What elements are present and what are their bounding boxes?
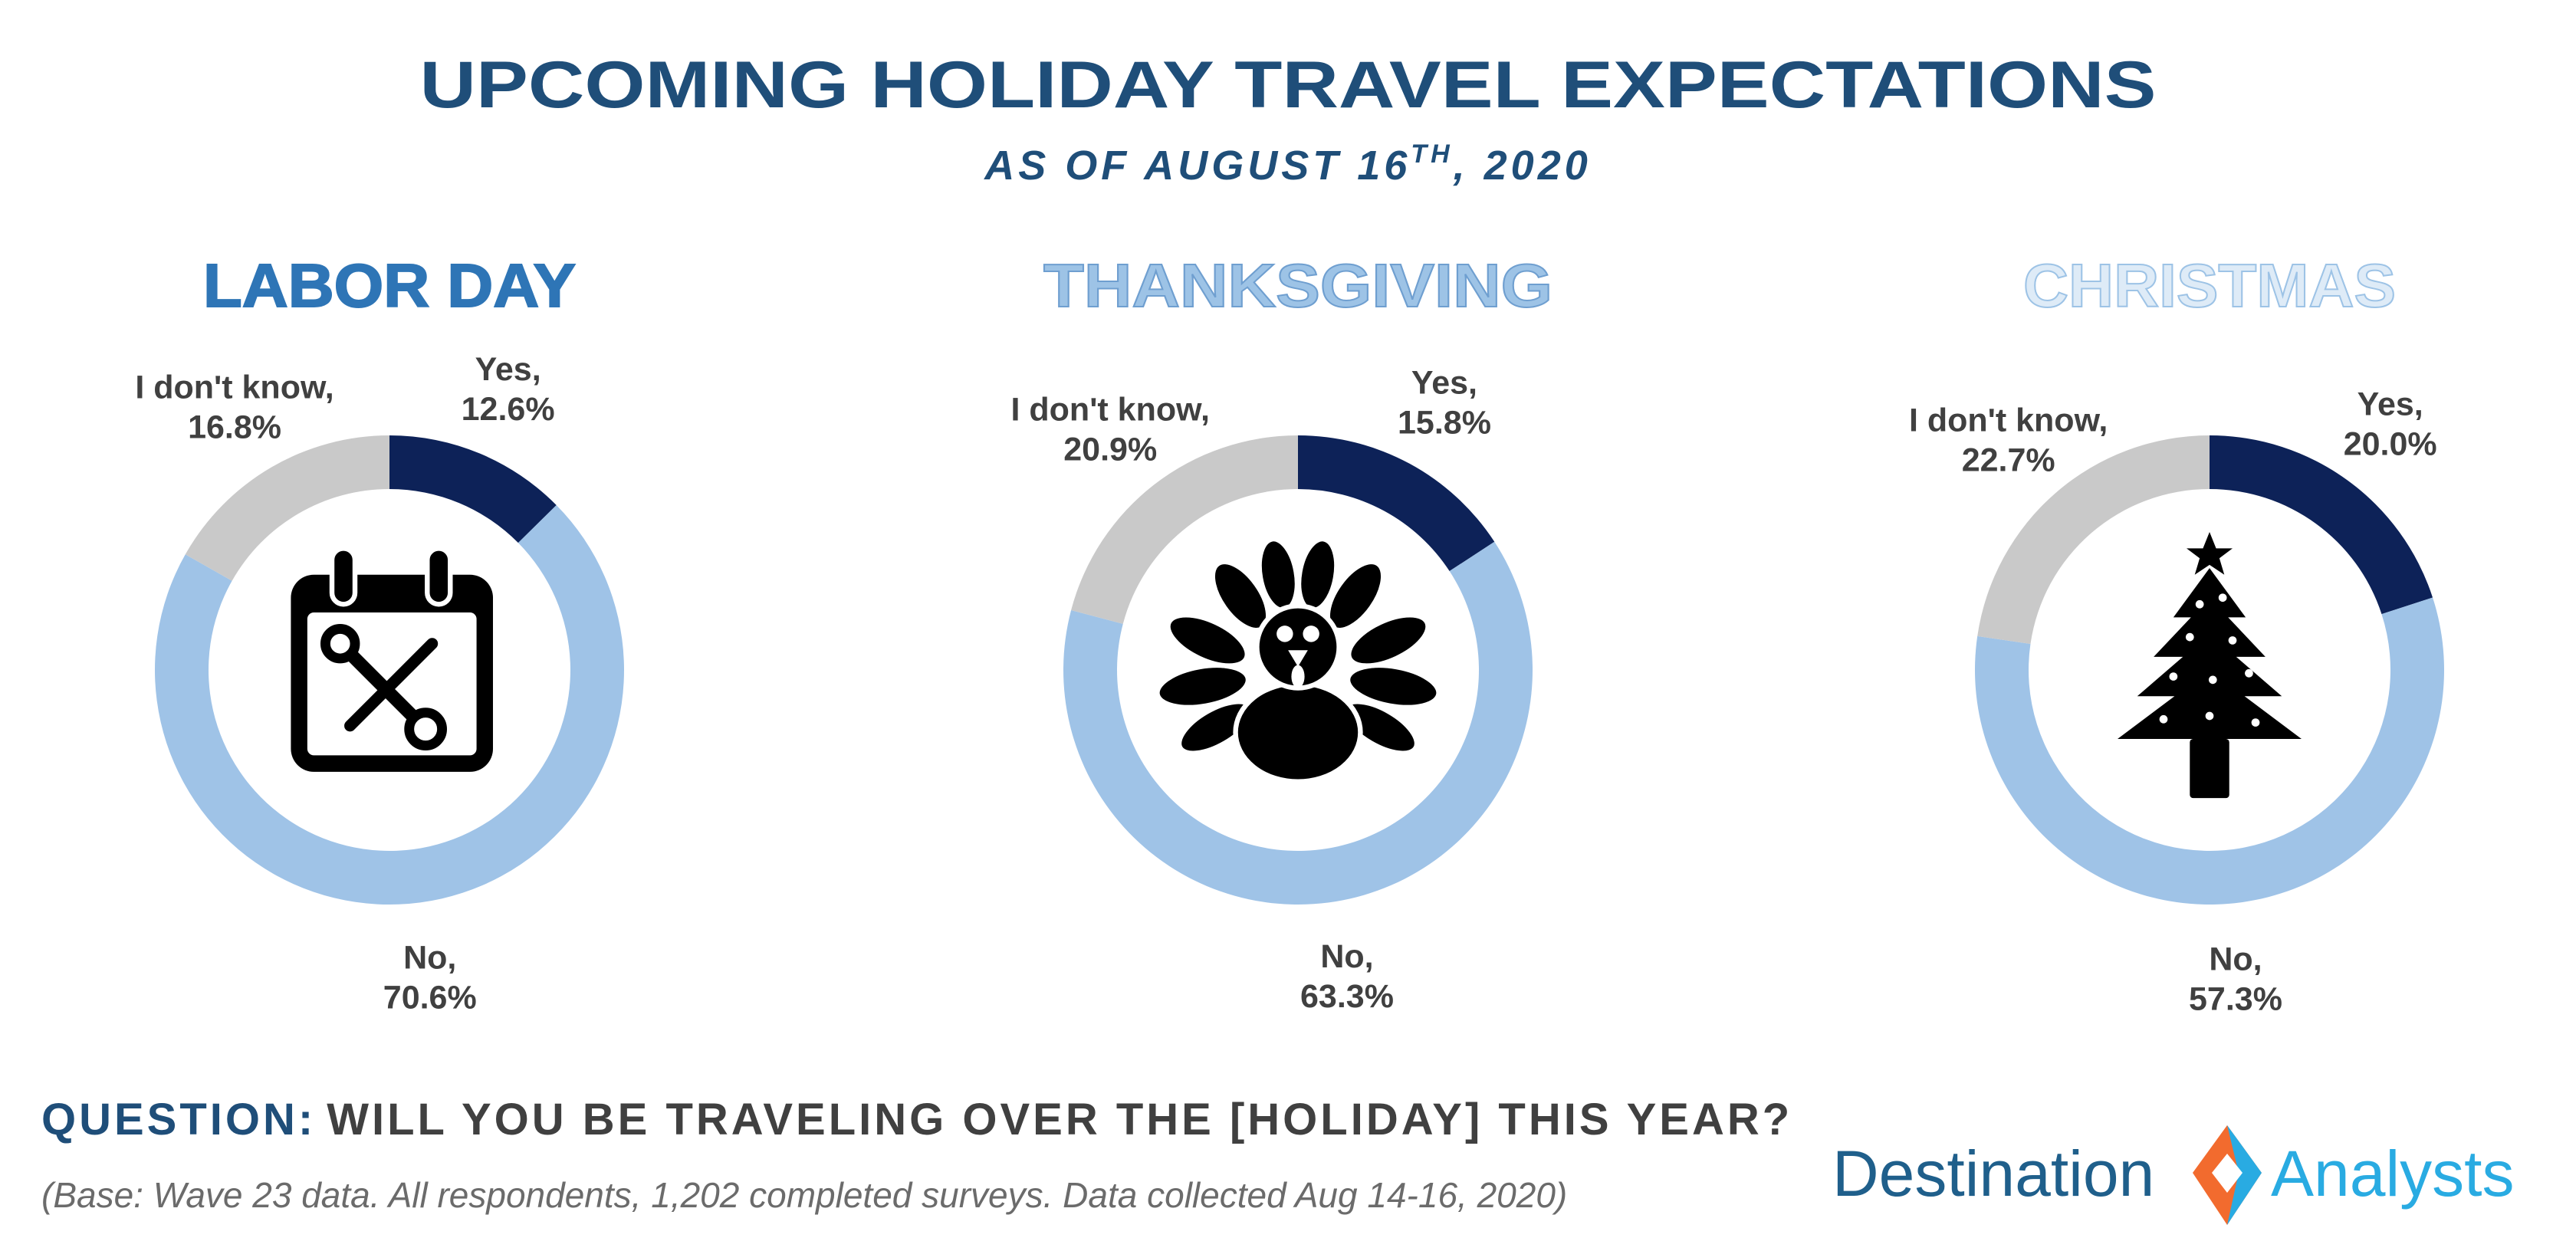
page-title: UPCOMING HOLIDAY TRAVEL EXPECTATIONS [420,48,2157,122]
turkey-icon [1155,536,1441,784]
page-subtitle: AS OF AUGUST 16TH, 2020 [983,140,1592,189]
segment-category: Yes, [1411,364,1477,401]
calendar-icon [291,546,494,772]
donut [155,435,625,905]
donut-segment [185,435,390,581]
subtitle-end: , 2020 [1453,143,1592,189]
donut [1063,435,1533,905]
question-label: QUESTION: [41,1095,316,1144]
segment-value-label: 20.9% [1063,431,1157,468]
donut-segment [2210,435,2433,615]
segment-value-label: 70.6% [383,980,477,1016]
segment-value-label: 63.3% [1300,978,1394,1015]
donut-segment [155,504,625,905]
donut-segment [1298,435,1495,572]
subtitle-main: AS OF AUGUST 16 [983,143,1411,189]
segment-category: Yes, [475,351,541,388]
donut-segment [1975,597,2444,905]
segment-category: No, [1320,938,1373,975]
subtitle-sup: TH [1411,140,1453,169]
donut-segment [389,435,557,543]
chart-title: CHRISTMAS [2023,251,2396,320]
segment-value-label: 15.8% [1398,404,1491,441]
base-note: (Base: Wave 23 data. All respondents, 1,… [41,1175,1567,1215]
segment-value-label: 20.0% [2344,426,2437,463]
donut-segment [1071,435,1298,624]
segment-category: I don't know, [135,369,334,406]
segment-category: I don't know, [1011,391,1210,428]
segment-value-label: 12.6% [462,391,555,428]
segment-category: I don't know, [1909,402,2108,439]
logo-left: Destination [1832,1138,2154,1210]
logo-right: Analysts [2271,1138,2514,1210]
logo-mark [2227,1125,2262,1225]
segment-value-label: 22.7% [1962,442,2055,479]
segment-value-label: 16.8% [188,409,281,446]
chart-title: THANKSGIVING [1043,251,1552,320]
question-text: WILL YOU BE TRAVELING OVER THE [HOLIDAY]… [327,1095,1792,1144]
logo-mark [2212,1154,2242,1193]
donut [1975,435,2444,905]
chart-title: LABOR DAY [203,251,576,320]
logo: Destination Analysts [1832,1125,2514,1225]
segment-category: No, [403,940,456,977]
segment-category: Yes, [2358,386,2423,423]
question: QUESTION: WILL YOU BE TRAVELING OVER THE … [41,1095,1792,1144]
segment-category: No, [2209,941,2262,978]
donut-segment [1977,435,2210,645]
segment-value-label: 57.3% [2189,981,2282,1018]
tree-icon [2117,531,2302,799]
donut-segment [1063,541,1533,905]
